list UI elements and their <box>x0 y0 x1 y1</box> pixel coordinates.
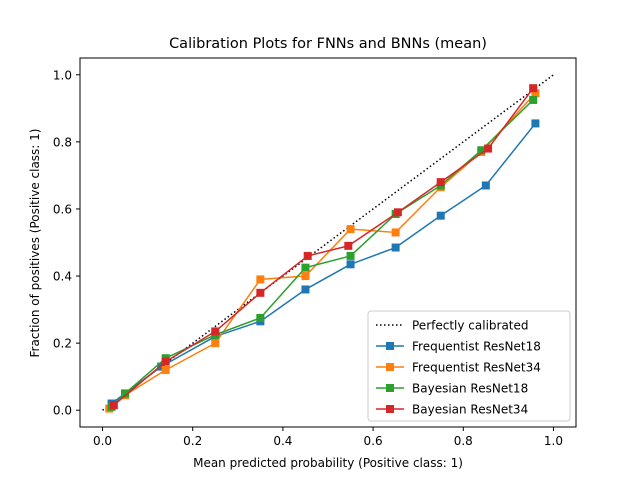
data-point-frequentist-resnet34 <box>531 89 540 98</box>
y-axis-label: Fraction of positives (Positive class: 1… <box>28 129 42 358</box>
legend-label: Frequentist ResNet34 <box>412 361 541 375</box>
plot-frame <box>79 57 577 428</box>
x-tick-label: 0.8 <box>454 434 473 448</box>
legend-label: Perfectly calibrated <box>412 319 529 333</box>
x-tick-label: 0.4 <box>273 434 292 448</box>
series-bayesian-resnet34 <box>109 84 538 410</box>
data-point-frequentist-resnet34 <box>301 272 310 281</box>
x-tick-label: 0.6 <box>364 434 383 448</box>
data-point-frequentist-resnet18 <box>157 362 166 371</box>
data-point-frequentist-resnet18 <box>481 181 490 190</box>
legend-swatch-marker <box>386 342 394 350</box>
data-point-frequentist-resnet18 <box>436 211 445 220</box>
data-point-bayesian-resnet18 <box>346 251 355 260</box>
data-point-bayesian-resnet34 <box>109 401 118 410</box>
chart-title: Calibration Plots for FNNs and BNNs (mea… <box>169 36 487 52</box>
y-tick-label: 0.6 <box>53 202 72 216</box>
data-point-frequentist-resnet18 <box>346 260 355 269</box>
legend-swatch-marker <box>386 405 394 413</box>
perfectly-calibrated-line <box>102 74 554 411</box>
data-point-frequentist-resnet34 <box>161 365 170 374</box>
y-tick-label: 0.2 <box>53 337 72 351</box>
data-point-frequentist-resnet18 <box>531 119 540 128</box>
data-point-bayesian-resnet34 <box>256 288 265 297</box>
x-tick-label: 1.0 <box>544 434 563 448</box>
data-point-bayesian-resnet34 <box>529 84 538 93</box>
data-point-bayesian-resnet34 <box>436 178 445 187</box>
legend-label: Frequentist ResNet18 <box>412 340 541 354</box>
data-point-bayesian-resnet34 <box>344 241 353 250</box>
x-tick-label: 0.2 <box>183 434 202 448</box>
data-point-bayesian-resnet34 <box>211 327 220 336</box>
data-point-bayesian-resnet34 <box>161 357 170 366</box>
legend-entry-frequentist-resnet18: Frequentist ResNet18 <box>376 340 541 354</box>
legend-label: Bayesian ResNet34 <box>412 403 528 417</box>
y-tick-label: 0.0 <box>53 404 72 418</box>
plot-area <box>102 74 554 413</box>
axes: 0.0 0.2 0.4 0.6 0.8 1.0 0.0 0.2 0.4 0.6 0.8 1.0 <box>53 57 577 448</box>
data-point-bayesian-resnet18 <box>529 95 538 104</box>
data-point-frequentist-resnet18 <box>301 285 310 294</box>
data-point-bayesian-resnet34 <box>484 144 493 153</box>
data-point-bayesian-resnet18 <box>256 313 265 322</box>
legend-swatch-marker <box>386 384 394 392</box>
legend-box <box>367 310 571 422</box>
legend-swatch-marker <box>386 363 394 371</box>
data-point-frequentist-resnet18 <box>391 243 400 252</box>
legend-entry-bayesian-resnet18: Bayesian ResNet18 <box>376 382 528 396</box>
y-tick-label: 0.4 <box>53 270 72 284</box>
legend-entry-frequentist-resnet34: Frequentist ResNet34 <box>376 361 541 375</box>
data-point-bayesian-resnet18 <box>301 263 310 272</box>
y-tick-label: 0.8 <box>53 135 72 149</box>
data-point-bayesian-resnet34 <box>303 251 312 260</box>
x-axis-label: Mean predicted probability (Positive cla… <box>193 456 463 470</box>
legend-entry-bayesian-resnet34: Bayesian ResNet34 <box>376 403 528 417</box>
data-point-frequentist-resnet34 <box>256 275 265 284</box>
series-line-bayesian-resnet34 <box>113 87 534 406</box>
data-point-bayesian-resnet18 <box>477 146 486 155</box>
data-point-bayesian-resnet34 <box>393 208 402 217</box>
legend: Perfectly calibrated Frequentist ResNet18… <box>367 310 571 422</box>
x-tick-label: 0.0 <box>93 434 112 448</box>
data-point-frequentist-resnet34 <box>391 228 400 237</box>
data-point-frequentist-resnet34 <box>211 339 220 348</box>
legend-entry-perfectly-calibrated: Perfectly calibrated <box>376 319 529 333</box>
y-tick-label: 1.0 <box>53 68 72 82</box>
data-point-frequentist-resnet34 <box>346 225 355 234</box>
legend-label: Bayesian ResNet18 <box>412 382 528 396</box>
data-point-bayesian-resnet18 <box>121 389 130 398</box>
